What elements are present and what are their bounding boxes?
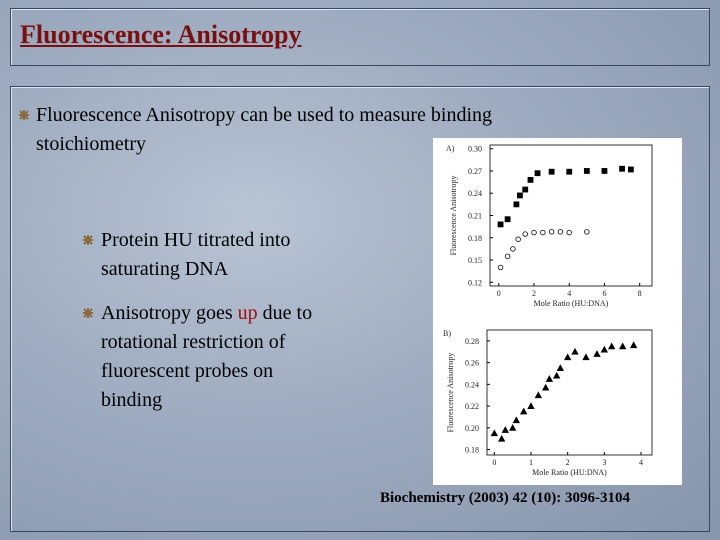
data-point [540, 229, 546, 236]
data-point [501, 426, 510, 433]
data-point [566, 168, 573, 175]
data-point [534, 391, 543, 399]
x-tick-label: 3 [602, 458, 606, 467]
data-point [583, 168, 590, 174]
data-point [519, 407, 528, 415]
x-tick-label: 2 [532, 289, 536, 298]
data-point [548, 229, 555, 235]
y-tick-label: 0.15 [468, 256, 482, 265]
data-point [552, 371, 561, 379]
plot-frame [486, 329, 653, 456]
bullet-icon [83, 235, 93, 245]
data-point [584, 229, 590, 235]
y-tick-label: 0.30 [468, 145, 482, 154]
data-point [508, 423, 517, 431]
data-point [607, 342, 616, 350]
y-tick-label: 0.27 [468, 167, 482, 176]
x-tick-label: 0 [492, 458, 496, 467]
y-tick-label: 0.24 [465, 380, 479, 389]
x-axis-label: Mole Ratio (HU:DNA) [534, 299, 609, 308]
x-tick-label: 1 [529, 458, 533, 467]
data-point [629, 341, 638, 349]
data-point [510, 246, 516, 252]
bullet-text: binding [101, 389, 163, 411]
data-point [497, 264, 504, 271]
content-frame [10, 86, 710, 532]
y-axis-label: Fluorescence Anisotropy [449, 176, 458, 256]
y-tick-label: 0.24 [468, 189, 482, 198]
data-point [522, 186, 529, 193]
bullet-text: Anisotropy goes up due to [101, 299, 312, 328]
data-point [545, 375, 554, 382]
slide-title: Fluorescence: Anisotropy [20, 20, 302, 49]
data-point [556, 364, 565, 371]
data-point [531, 229, 537, 236]
x-axis-label: Mole Ratio (HU:DNA) [532, 468, 607, 477]
data-point [517, 192, 523, 199]
data-point [527, 402, 535, 409]
data-point [497, 434, 506, 442]
data-point [566, 229, 572, 236]
data-point [504, 253, 511, 260]
text-run: due to [257, 302, 313, 324]
bullet-text: stoichiometry [36, 133, 146, 155]
data-point [627, 166, 634, 173]
text-run: Anisotropy goes [101, 302, 238, 324]
y-tick-label: 0.18 [465, 446, 479, 455]
data-point [600, 345, 609, 353]
data-point [582, 353, 590, 361]
bullet-icon [19, 110, 29, 120]
citation: Biochemistry (2003) 42 (10): 3096-3104 [380, 490, 630, 506]
title-frame [10, 8, 710, 66]
data-point [618, 342, 627, 350]
y-tick-label: 0.12 [468, 278, 482, 287]
data-point [490, 429, 499, 437]
bullet-text: Protein HU titrated into [101, 229, 291, 251]
data-point [563, 353, 572, 361]
data-point [522, 231, 528, 237]
x-tick-label: 4 [639, 458, 643, 467]
data-point [548, 168, 555, 175]
x-tick-label: 8 [638, 289, 642, 298]
data-point [557, 229, 564, 235]
data-point [504, 216, 511, 223]
y-tick-label: 0.21 [468, 212, 482, 221]
x-tick-label: 4 [567, 289, 571, 298]
y-tick-label: 0.20 [465, 424, 479, 433]
data-point [619, 165, 625, 172]
data-point [497, 221, 504, 228]
data-point [571, 347, 579, 355]
data-point [601, 168, 608, 174]
emphasis: up [237, 302, 258, 324]
data-point [593, 350, 601, 357]
y-tick-label: 0.22 [465, 402, 479, 411]
x-tick-label: 0 [497, 289, 501, 298]
data-point [541, 383, 550, 391]
x-tick-label: 2 [566, 458, 570, 467]
bullet-text: saturating DNA [101, 258, 229, 280]
x-tick-label: 6 [602, 289, 606, 298]
data-point [513, 201, 520, 208]
data-point [527, 176, 534, 183]
bullet-text: rotational restriction of [101, 331, 286, 353]
y-tick-label: 0.18 [468, 234, 482, 243]
bullet-icon [83, 308, 93, 318]
y-tick-label: 0.28 [465, 337, 479, 346]
plot-frame [489, 144, 653, 287]
bullet-text: Fluorescence Anisotropy can be used to m… [36, 104, 492, 126]
panel-label: A) [446, 144, 455, 153]
data-point [512, 416, 521, 424]
data-point [534, 170, 541, 177]
y-tick-label: 0.26 [465, 359, 479, 368]
figure [433, 138, 682, 485]
bullet-text: fluorescent probes on [101, 360, 274, 382]
y-axis-label: Fluorescence Anisotropy [446, 353, 455, 433]
data-point [515, 236, 521, 242]
panel-label: B) [443, 329, 451, 338]
